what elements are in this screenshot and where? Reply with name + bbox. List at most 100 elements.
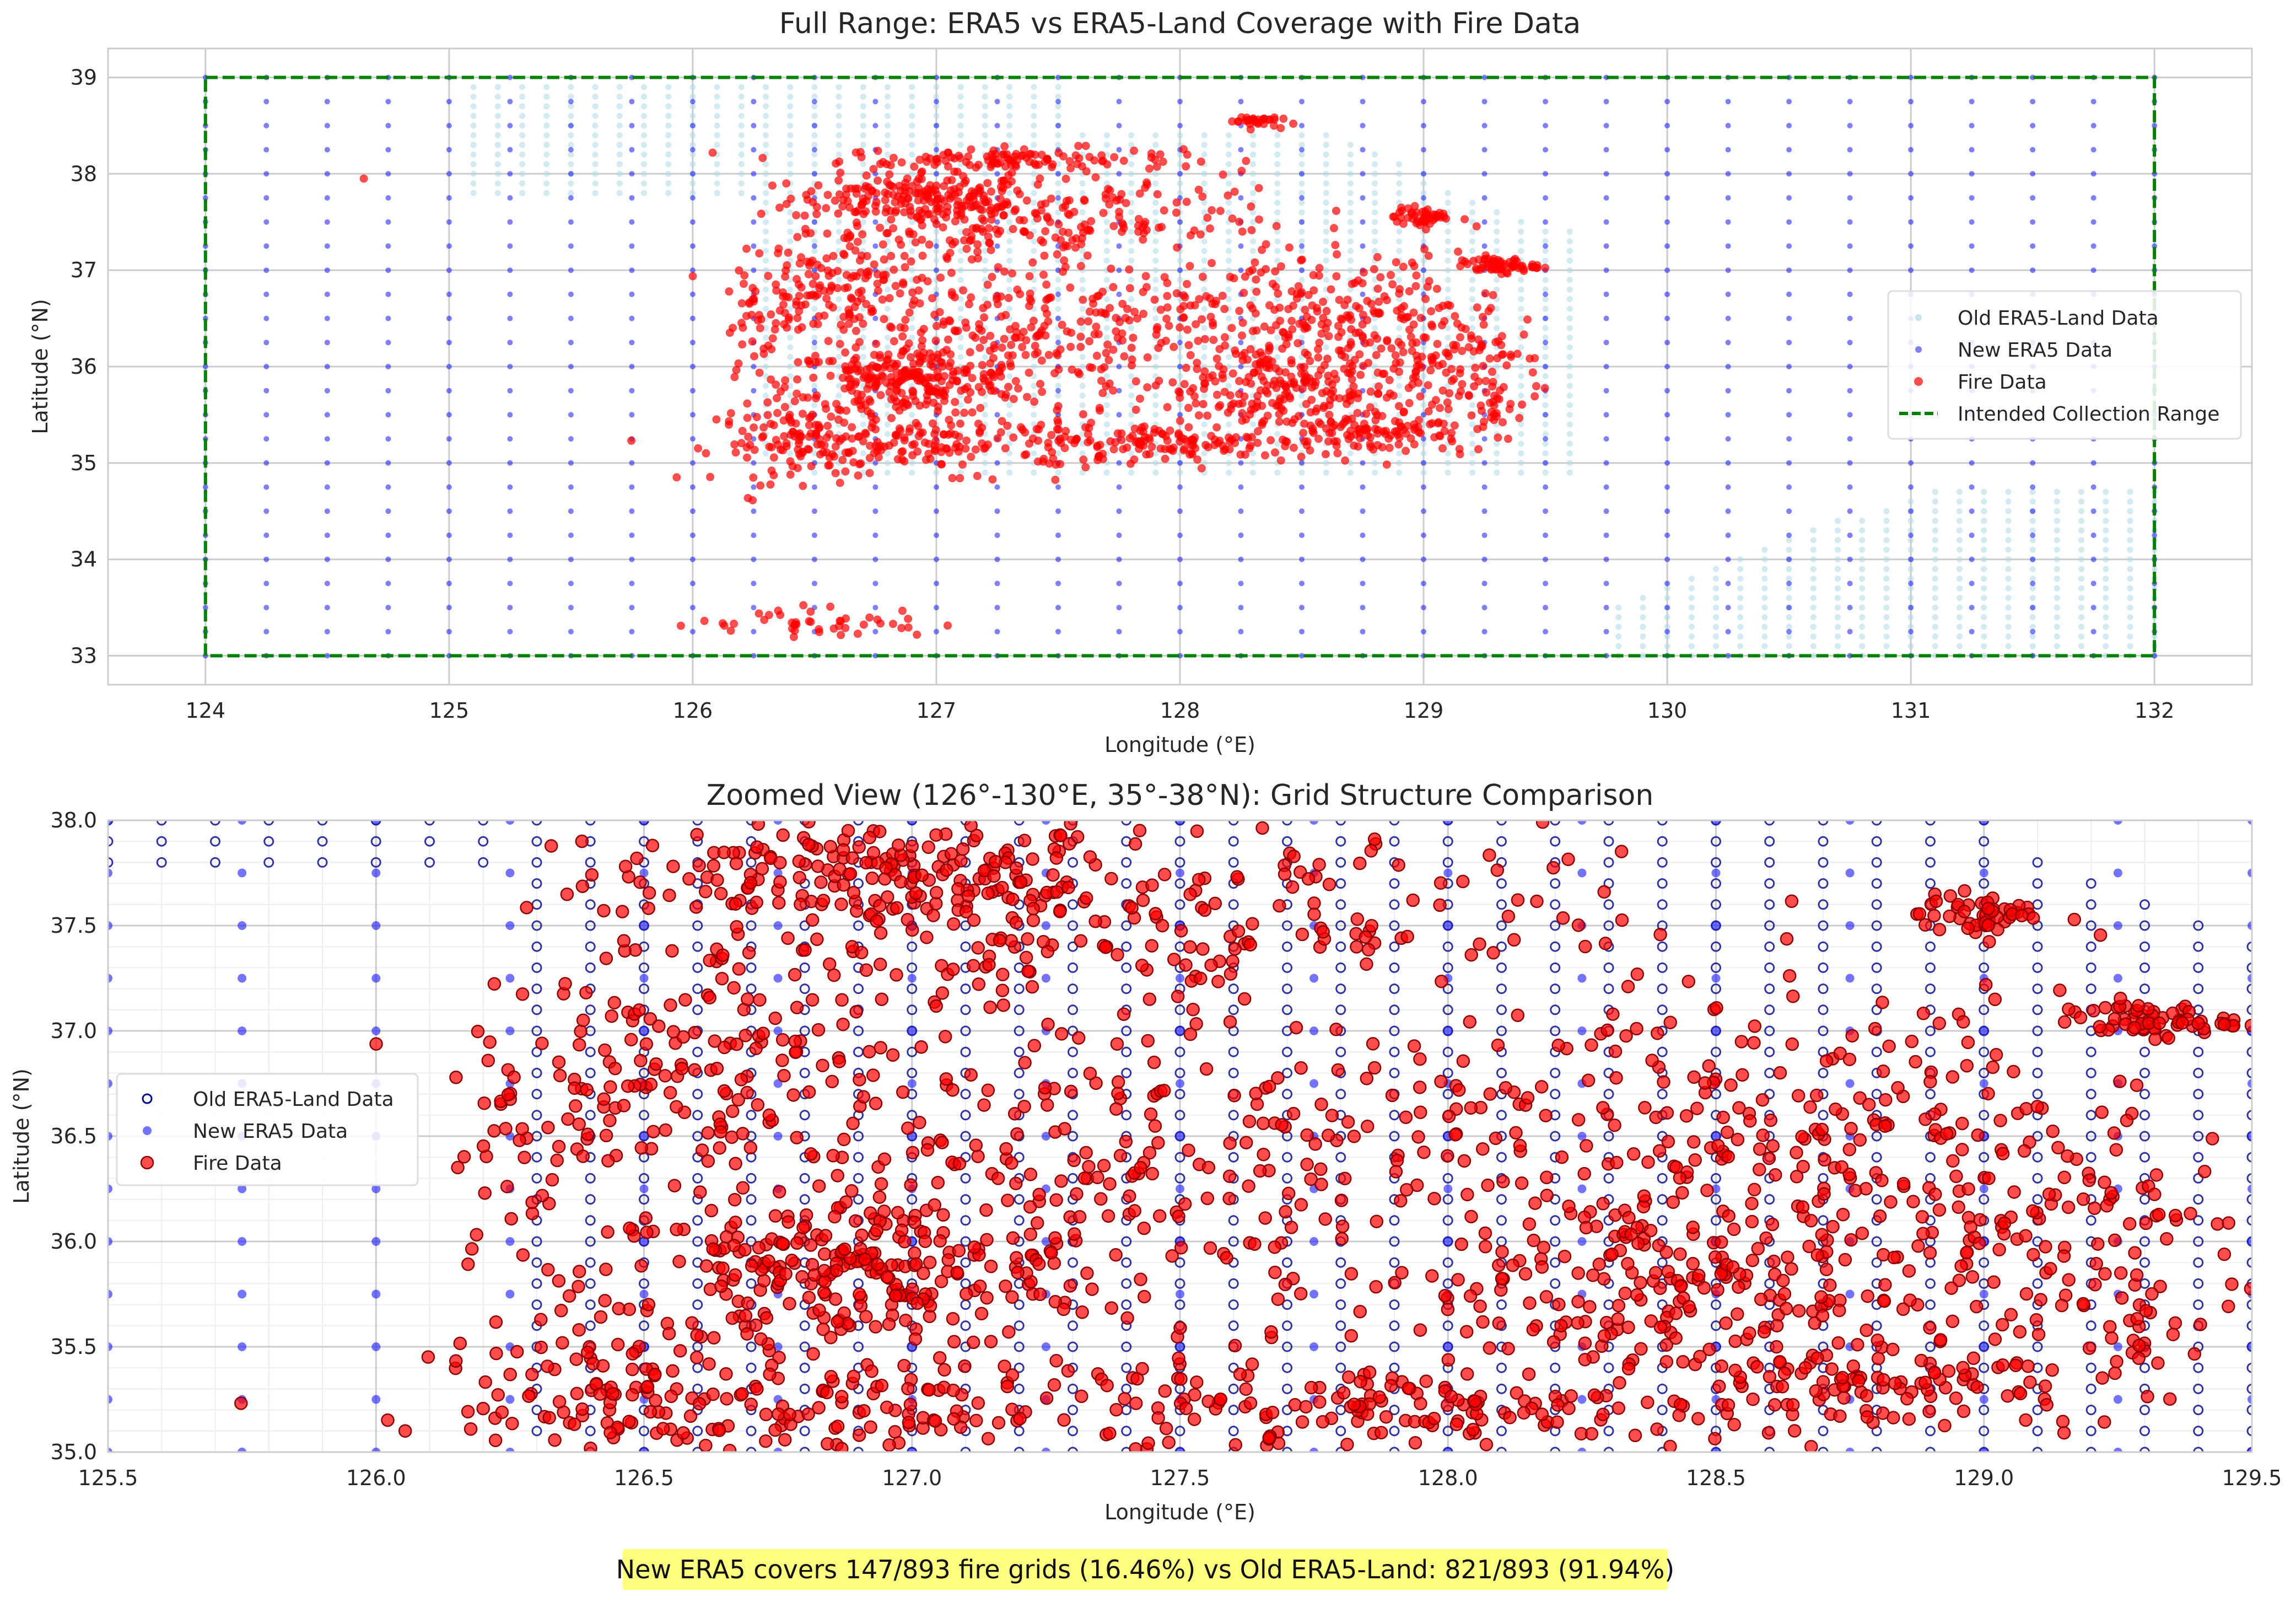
fire-point xyxy=(1360,420,1368,428)
fire-point xyxy=(1292,289,1301,298)
old-era5-land-point xyxy=(616,161,623,168)
old-era5-land-point xyxy=(519,103,525,110)
new-era5-point xyxy=(934,605,939,611)
old-era5-land-point xyxy=(2127,614,2133,621)
old-era5-land-point xyxy=(1761,585,1768,592)
fire-point xyxy=(694,444,703,453)
old-era5-land-point xyxy=(1957,614,1963,621)
old-era5-land-point xyxy=(1445,257,1451,264)
old-era5-land-point xyxy=(2127,643,2133,649)
fire-point xyxy=(1390,212,1399,221)
old-era5-land-point xyxy=(1445,460,1451,466)
old-era5-land-point xyxy=(1542,286,1549,293)
fire-point xyxy=(1474,377,1483,386)
fire-point xyxy=(880,363,888,372)
new-era5-point xyxy=(689,219,696,225)
old-era5-land-point xyxy=(494,103,501,110)
fire-point xyxy=(726,409,735,418)
fire-point xyxy=(1147,153,1156,162)
new-era5-point xyxy=(1299,605,1305,611)
new-era5-point xyxy=(263,508,270,514)
old-era5-land-point xyxy=(519,190,525,196)
new-era5-point xyxy=(1786,580,1792,587)
fire-point xyxy=(1025,158,1034,166)
old-era5-land-point xyxy=(860,142,866,148)
fire-point xyxy=(1321,450,1330,459)
old-era5-land-point xyxy=(1225,296,1232,303)
old-era5-land-point xyxy=(1494,325,1500,331)
old-era5-land-point xyxy=(1250,170,1257,177)
fire-point xyxy=(1481,251,1490,260)
old-era5-land-point xyxy=(592,122,599,129)
fire-point xyxy=(1328,380,1336,389)
old-era5-land-point xyxy=(811,248,818,254)
fire-point xyxy=(907,257,915,266)
old-era5-land-point xyxy=(1786,623,1792,630)
fire-point xyxy=(887,413,896,422)
old-era5-land-point xyxy=(1103,228,1110,235)
new-era5-point xyxy=(629,267,635,273)
fire-point xyxy=(1301,305,1309,314)
old-era5-land-point xyxy=(1981,604,1987,611)
fire-point xyxy=(755,311,763,319)
old-era5-land-point xyxy=(1006,93,1013,100)
old-era5-land-point xyxy=(1152,257,1159,264)
old-era5-land-point xyxy=(1225,238,1232,245)
old-era5-land-point xyxy=(2005,585,2012,592)
fire-point xyxy=(1113,334,1122,342)
fire-point xyxy=(1008,269,1016,278)
old-era5-land-point xyxy=(982,93,988,100)
fire-point xyxy=(1173,243,1182,252)
fire-point xyxy=(1150,295,1159,304)
fire-point xyxy=(975,428,984,437)
new-era5-point xyxy=(385,267,391,273)
old-era5-land-point xyxy=(1298,142,1305,148)
fire-point xyxy=(1540,384,1549,393)
fire-point xyxy=(986,359,995,368)
old-era5-land-point xyxy=(1518,315,1524,322)
old-era5-land-point xyxy=(665,112,672,119)
old-era5-land-point xyxy=(763,112,769,119)
fire-point xyxy=(1109,346,1118,354)
old-era5-land-point xyxy=(1031,238,1037,245)
new-era5-point xyxy=(1360,533,1366,538)
old-era5-land-point xyxy=(2054,604,2060,611)
old-era5-land-point xyxy=(1006,469,1013,476)
old-era5-land-point xyxy=(2054,518,2060,524)
old-era5-land-point xyxy=(885,460,891,466)
fire-point xyxy=(861,274,870,283)
new-era5-point xyxy=(324,267,330,273)
fire-point xyxy=(1255,215,1263,224)
fire-point xyxy=(936,273,945,282)
new-era5-point xyxy=(2090,243,2096,249)
old-era5-land-point xyxy=(2054,614,2060,621)
old-era5-land-point xyxy=(616,142,623,148)
old-era5-land-point xyxy=(909,335,915,341)
old-era5-land-point xyxy=(1225,469,1232,476)
fire-point xyxy=(1209,336,1218,345)
new-era5-point xyxy=(1908,171,1914,177)
old-era5-land-point xyxy=(1907,527,1914,534)
old-era5-land-point xyxy=(1225,151,1232,158)
new-era5-point xyxy=(751,484,757,490)
old-era5-land-point xyxy=(1128,219,1135,225)
old-era5-land-point xyxy=(1835,623,1841,630)
new-era5-point xyxy=(446,195,452,201)
fire-point xyxy=(1416,392,1425,401)
old-era5-land-point xyxy=(1640,614,1646,621)
old-era5-land-point xyxy=(1542,354,1549,360)
old-era5-land-point xyxy=(1761,623,1768,630)
fire-point xyxy=(834,176,843,185)
old-era5-land-point xyxy=(811,344,818,351)
new-era5-point xyxy=(1908,74,1914,80)
old-era5-land-point xyxy=(1737,566,1744,572)
new-era5-point xyxy=(1847,291,1853,297)
old-era5-land-point xyxy=(1274,200,1281,206)
fire-point xyxy=(1406,332,1415,341)
fire-point xyxy=(1436,213,1445,222)
fire-point xyxy=(842,365,850,374)
fire-point xyxy=(809,319,818,328)
old-era5-land-point xyxy=(1274,248,1281,254)
fire-point xyxy=(1128,355,1136,364)
old-era5-land-point xyxy=(1932,566,1938,572)
